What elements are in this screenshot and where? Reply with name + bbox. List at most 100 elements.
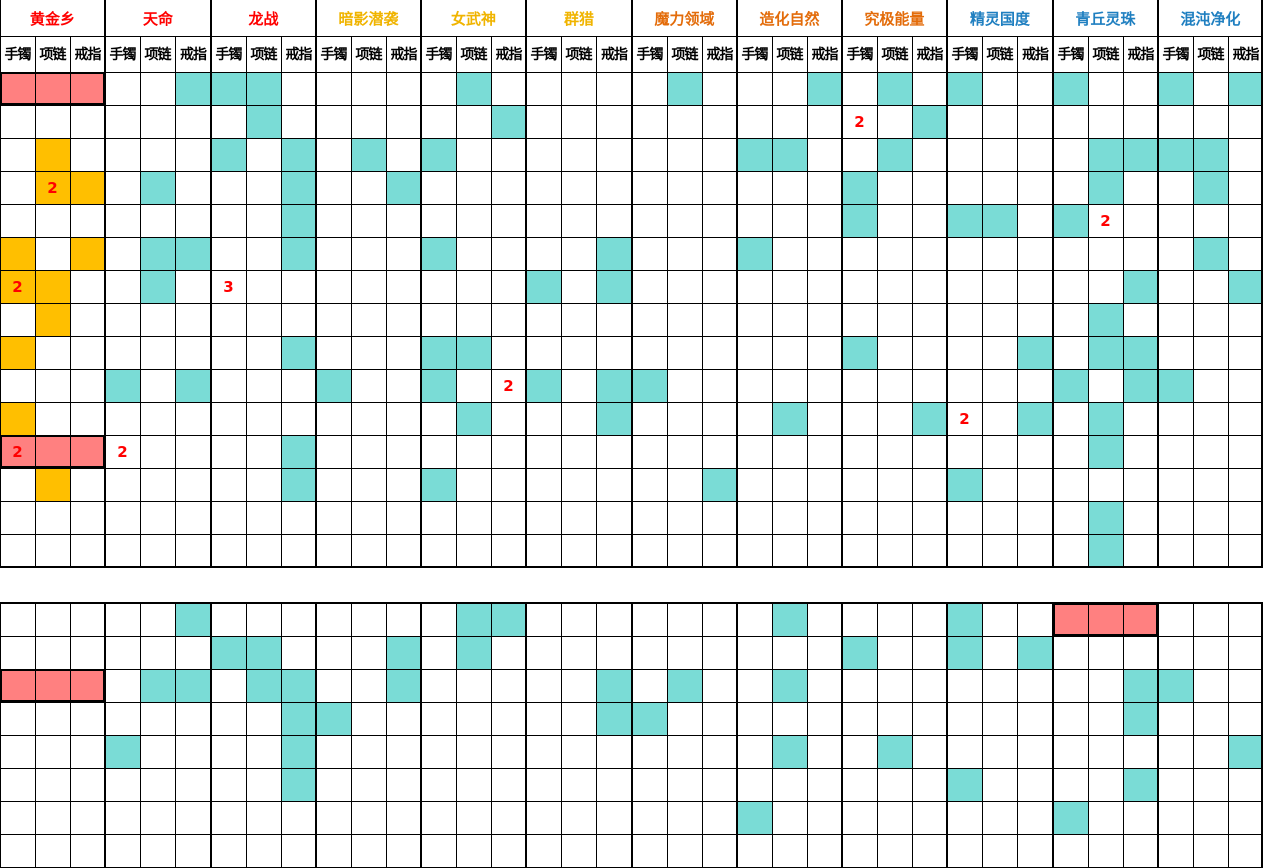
slot-header: 手镯 [636, 47, 664, 63]
grid-cell [1088, 501, 1123, 534]
grid-cell [1088, 171, 1123, 204]
grid-cell [667, 669, 702, 702]
slot-header: 项链 [565, 47, 593, 63]
grid-cell [947, 204, 982, 237]
grid-cell [140, 237, 175, 270]
grid-line [912, 36, 913, 567]
grid-cell [281, 702, 316, 735]
set-header: 精灵国度 [969, 9, 1030, 28]
grid-cell [596, 369, 632, 402]
set-header: 混沌净化 [1180, 9, 1241, 28]
slot-header: 戒指 [706, 47, 734, 63]
grid-cell [0, 72, 35, 105]
grid-cell [1088, 534, 1123, 567]
grid-cell [70, 171, 105, 204]
slot-header: 项链 [1197, 47, 1225, 63]
grid-line [104, 0, 106, 567]
grid-cell [912, 402, 947, 435]
set-header: 青丘灵珠 [1075, 9, 1136, 28]
grid-cell [1158, 138, 1193, 171]
grid-cell [1123, 669, 1158, 702]
grid-cell [1228, 735, 1263, 768]
grid-cell [491, 603, 526, 636]
grid-cell [772, 138, 807, 171]
slot-header: 戒指 [495, 47, 523, 63]
grid-line [0, 501, 1263, 502]
set-header: 群猎 [563, 9, 594, 28]
grid-cell [421, 138, 456, 171]
grid-cell [456, 636, 491, 669]
grid-cell [842, 171, 877, 204]
grid-cell [281, 669, 316, 702]
slot-header: 手镯 [1162, 47, 1190, 63]
set-header: 龙战 [248, 9, 279, 28]
set-header: 魔力领域 [654, 9, 715, 28]
grid-cell [807, 72, 842, 105]
grid-cell [596, 237, 632, 270]
grid-cell [947, 468, 982, 501]
grid-cell [1053, 801, 1088, 834]
grid-cell [1088, 303, 1123, 336]
grid-cell [632, 369, 667, 402]
grid-cell [842, 636, 877, 669]
grid-cell [35, 435, 70, 468]
grid-cell [35, 669, 70, 702]
slot-header: 手镯 [1057, 47, 1085, 63]
slot-header: 戒指 [601, 47, 628, 63]
grid-cell [632, 702, 667, 735]
grid-cell [772, 669, 807, 702]
grid-cell [421, 369, 456, 402]
grid-cell [211, 138, 246, 171]
slot-header: 戒指 [74, 47, 102, 63]
slot-header: 项链 [776, 47, 804, 63]
grid-cell [1017, 636, 1053, 669]
grid-cell [526, 369, 561, 402]
grid-cell [877, 72, 912, 105]
slot-header: 项链 [250, 47, 278, 63]
grid-cell [456, 336, 491, 369]
grid-cell [175, 603, 211, 636]
slot-header: 戒指 [390, 47, 418, 63]
slot-header: 手镯 [846, 47, 874, 63]
highlight-box [1053, 603, 1158, 636]
slot-header: 戒指 [811, 47, 839, 63]
grid-cell [35, 270, 70, 303]
grid-cell: 2 [1088, 204, 1123, 237]
grid-line [0, 669, 1263, 670]
grid-cell [0, 237, 35, 270]
slot-header: 戒指 [1127, 47, 1155, 63]
grid-cell [421, 468, 456, 501]
slot-header: 手镯 [109, 47, 137, 63]
grid-line [281, 36, 282, 567]
grid-line [0, 270, 1263, 271]
grid-line [70, 36, 71, 567]
grid-cell [0, 402, 35, 435]
grid-cell [596, 402, 632, 435]
grid-cell [1228, 72, 1263, 105]
slot-header: 项链 [986, 47, 1014, 63]
grid-cell [947, 768, 982, 801]
grid-line [0, 402, 1263, 403]
grid-line [0, 566, 1263, 568]
grid-line [0, 0, 1, 567]
grid-cell [1053, 603, 1088, 636]
grid-cell [421, 237, 456, 270]
grid-cell [175, 72, 211, 105]
grid-cell [246, 636, 281, 669]
grid-cell [772, 402, 807, 435]
grid-cell [70, 237, 105, 270]
grid-cell [421, 336, 456, 369]
grid-line [807, 36, 808, 567]
grid-line [1123, 36, 1124, 567]
slot-header: 戒指 [180, 47, 207, 63]
slot-header: 手镯 [425, 47, 453, 63]
grid-cell [1193, 171, 1228, 204]
grid-cell [772, 735, 807, 768]
grid-line [0, 702, 1263, 703]
grid-cell [211, 72, 246, 105]
slot-header: 手镯 [530, 47, 558, 63]
grid-line [386, 36, 387, 567]
grid-line [841, 0, 843, 567]
grid-cell [386, 636, 421, 669]
grid-cell [456, 402, 491, 435]
